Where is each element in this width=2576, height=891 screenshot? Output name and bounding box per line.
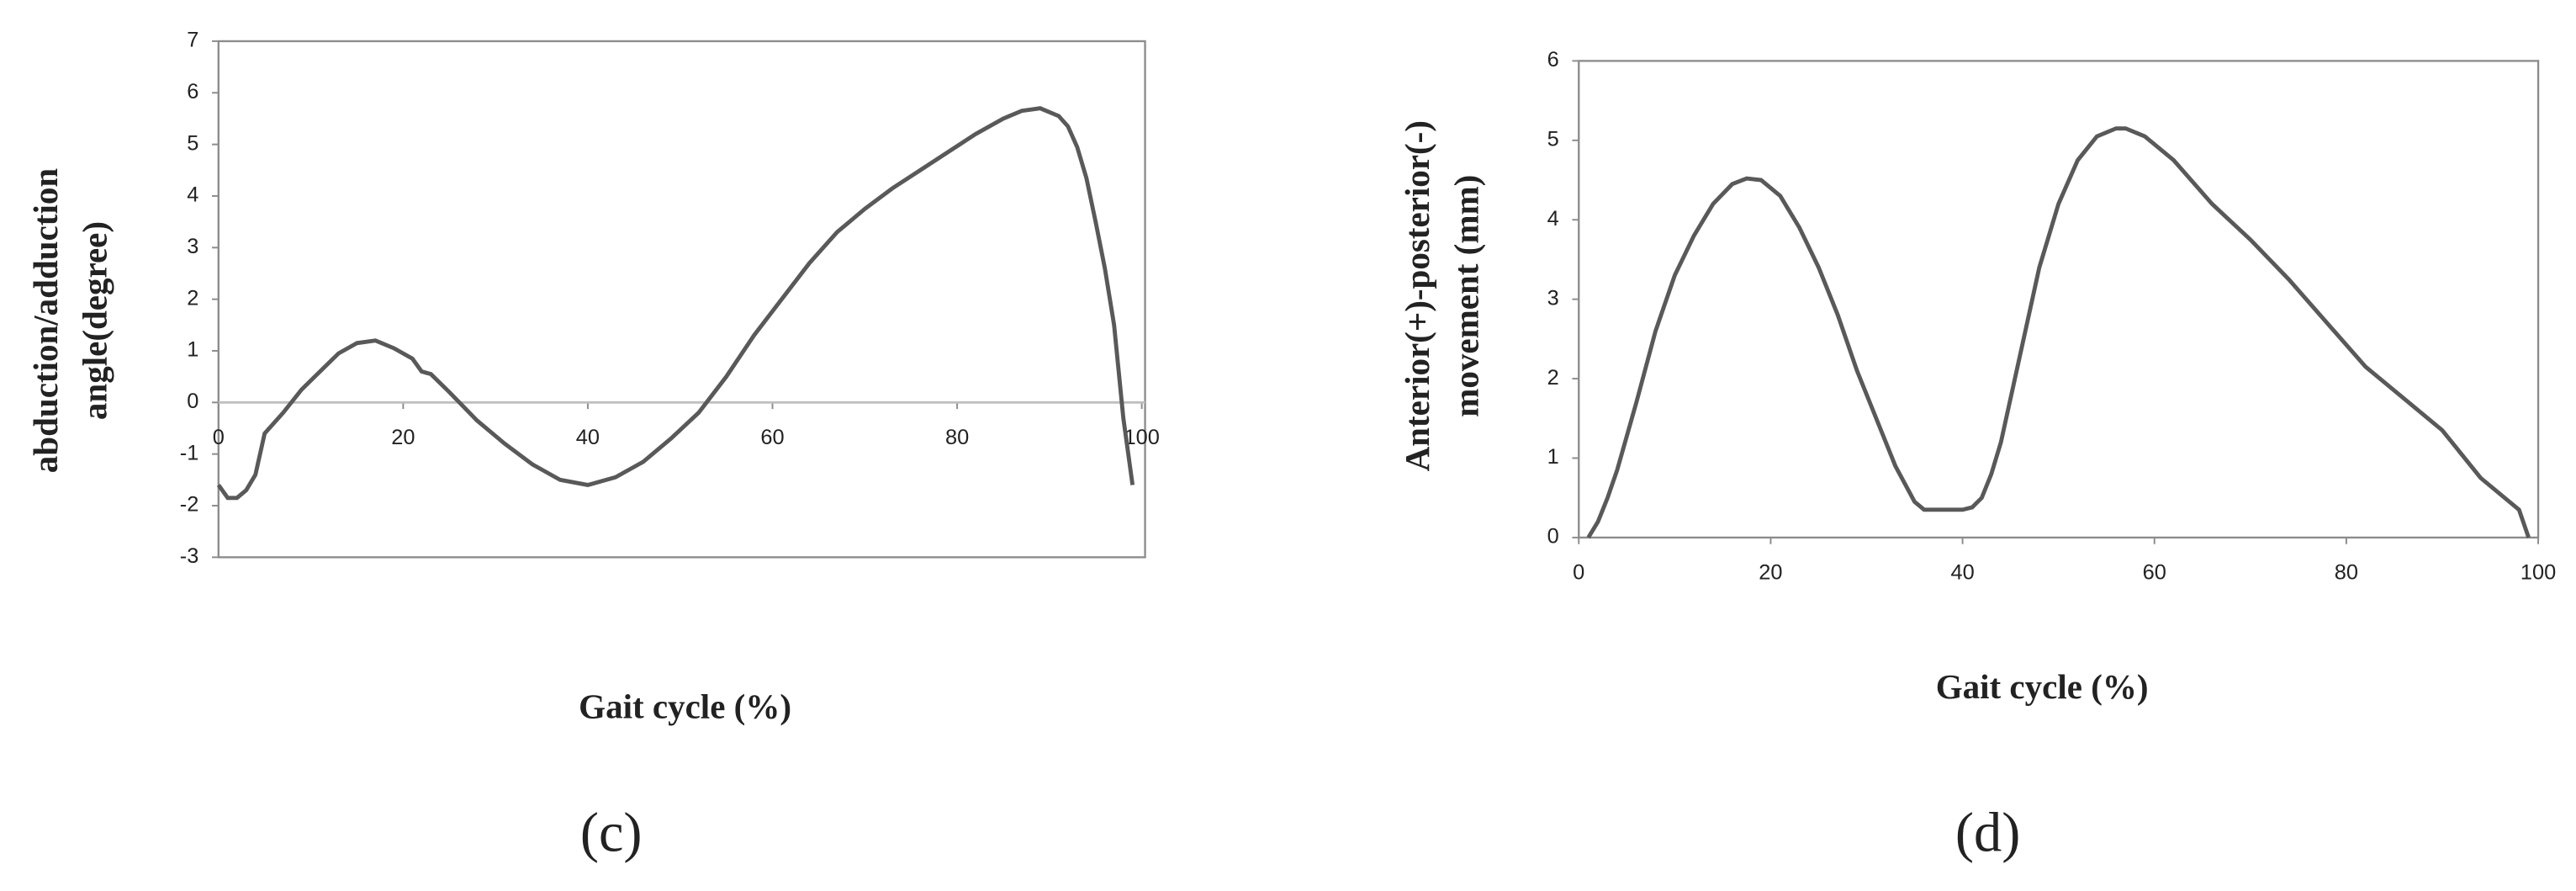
y-tick-label: 0 bbox=[187, 390, 198, 413]
y-tick-label: -1 bbox=[180, 441, 199, 464]
y-tick-label: 3 bbox=[187, 235, 198, 258]
x-tick-label: 100 bbox=[2520, 561, 2556, 585]
y-tick-label: 2 bbox=[187, 286, 198, 310]
data-line bbox=[1586, 126, 2531, 539]
x-tick-label: 20 bbox=[391, 426, 415, 449]
y-axis-label: angle(degree) bbox=[76, 221, 114, 420]
y-tick-label: 2 bbox=[1547, 366, 1559, 390]
y-tick-label: 4 bbox=[187, 183, 198, 207]
y-tick-label: 3 bbox=[1547, 286, 1559, 310]
y-tick-label: 0 bbox=[1547, 525, 1559, 549]
x-tick-label: 20 bbox=[1759, 561, 1782, 585]
x-tick-label: 60 bbox=[760, 426, 784, 449]
y-tick-label: 4 bbox=[1547, 207, 1559, 231]
y-tick-label: 6 bbox=[187, 80, 198, 103]
x-tick-label: 80 bbox=[945, 426, 969, 449]
y-axis-label: abduction/adduction bbox=[26, 168, 65, 474]
y-tick-label: -3 bbox=[180, 544, 199, 568]
x-tick-label: 40 bbox=[1950, 561, 1974, 585]
y-tick-label: 1 bbox=[187, 338, 198, 362]
panel-label: (c) bbox=[580, 803, 643, 864]
x-tick-label: 0 bbox=[213, 426, 225, 449]
x-tick-label: 40 bbox=[576, 426, 600, 449]
x-tick-label: 80 bbox=[2335, 561, 2358, 585]
y-tick-label: 7 bbox=[187, 29, 198, 52]
y-tick-label: 6 bbox=[1547, 48, 1559, 72]
x-tick-label: 60 bbox=[2143, 561, 2166, 585]
y-axis-label: movement (mm) bbox=[1447, 175, 1486, 417]
data-line bbox=[216, 106, 1135, 501]
y-axis-label: Anterior(+)-posterior(-) bbox=[1398, 120, 1436, 471]
x-axis-label: Gait cycle (%) bbox=[1936, 667, 2149, 706]
x-axis-label: Gait cycle (%) bbox=[579, 687, 791, 725]
y-tick-label: 1 bbox=[1547, 445, 1559, 469]
y-tick-label: 5 bbox=[1547, 128, 1559, 151]
panel-label: (d) bbox=[1955, 803, 2020, 864]
x-tick-label: 0 bbox=[1573, 561, 1584, 585]
x-tick-label: 100 bbox=[1124, 426, 1159, 449]
y-tick-label: 5 bbox=[187, 131, 198, 155]
plot-frame bbox=[1578, 60, 2540, 539]
y-tick-label: -2 bbox=[180, 493, 199, 517]
